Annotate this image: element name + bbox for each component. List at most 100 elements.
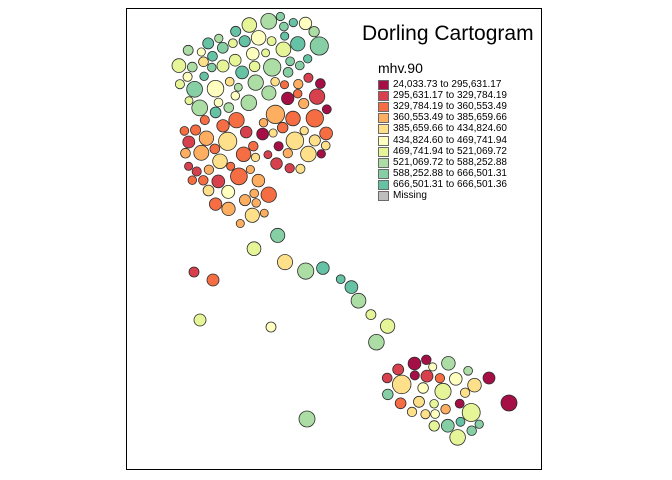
tract-circle [293,79,304,90]
tract-circle [184,161,194,171]
tract-circle [277,121,289,134]
tract-circle [288,18,298,28]
tract-circle [246,47,260,61]
tract-circle [379,318,396,334]
tract-circle [261,48,271,58]
tract-circle [207,62,217,73]
tract-circle [224,76,235,87]
legend-swatch [378,113,389,124]
legend-item: Missing [378,191,507,202]
tract-circle [206,273,220,287]
tract-circle [440,404,451,415]
tract-circle [421,354,432,366]
tract-circle [420,369,434,383]
tract-circle [235,218,245,228]
tract-circle [245,164,255,174]
tract-circle [187,61,198,73]
tract-circle [295,163,306,174]
tract-circle [409,370,420,381]
tract-circle [284,163,295,174]
legend-item: 666,501.31 to 666,501.36 [378,180,507,191]
tract-circle [449,372,463,386]
tract-circle [428,362,438,372]
legend-items: 24,033.73 to 295,631.17 295,631.17 to 329… [378,79,507,202]
legend-title: mhv.90 [378,60,423,76]
legend-item: 588,252.88 to 666,501.31 [378,169,507,180]
tract-circle [230,167,248,186]
map-title: Dorling Cartogram [362,22,534,45]
tract-circle [270,76,280,87]
tract-circle [273,141,284,152]
tract-circle [293,88,303,99]
legend-swatch [378,79,389,90]
tract-circle [214,33,224,44]
tract-circle [191,99,209,117]
tract-circle [300,145,317,163]
tract-circle [248,60,261,73]
legend-label: 588,252.88 to 666,501.31 [393,168,507,180]
tract-circle [207,50,218,62]
tract-circle [258,117,269,128]
tract-circle [251,198,261,208]
tract-circle [467,378,482,393]
tract-circle [199,115,210,126]
tract-circle [191,166,202,177]
tract-circle [303,54,313,64]
tract-circle [233,82,243,92]
tract-circle [198,175,209,186]
tract-circle [275,11,285,22]
tract-circle [209,197,223,211]
tract-circle [209,143,221,155]
legend-swatch [378,124,389,135]
legend-label: 24,033.73 to 295,631.17 [393,78,502,90]
legend-swatch [378,191,389,202]
tract-circle [500,394,518,412]
tract-circle [240,94,258,112]
tract-circle [198,130,214,146]
legend-item: 521,069.72 to 588,252.88 [378,157,507,168]
tract-circle [474,419,484,429]
tract-circle [305,109,324,128]
tract-circle [187,175,198,185]
legend-swatch [378,180,389,191]
legend-label: 295,631.17 to 329,784.19 [393,89,507,101]
tract-circle [211,174,226,189]
tract-circle [285,110,301,127]
tract-circle [174,79,185,90]
tract-circle [241,17,258,33]
tract-circle [282,67,294,78]
tract-circle [461,403,481,422]
tract-circle [368,334,385,351]
tract-circle [335,274,346,285]
tract-circle [350,292,367,309]
tract-circle [308,134,321,147]
tract-circle [230,25,242,37]
tract-circle [259,208,269,218]
tract-circle [406,406,418,417]
legend-swatch [378,169,389,180]
tract-circle [428,420,440,432]
tract-circle [308,88,326,105]
tract-circle [180,147,191,159]
tract-circle [308,26,320,38]
tract-circle [213,97,224,108]
legend-label: 360,553.49 to 385,659.66 [393,112,507,124]
tract-circle [381,372,393,384]
tract-circle [226,161,236,171]
tract-circle [218,131,238,151]
legend-swatch [378,157,389,168]
tract-circle [228,112,245,129]
tract-circle [193,144,210,161]
tract-circle [238,35,251,48]
tract-circle [202,37,215,50]
tract-circle [290,36,306,52]
legend-label: 434,824.60 to 469,741.94 [393,134,507,146]
tract-circle [440,418,455,433]
tract-circle [250,30,267,46]
tract-circle [263,150,273,160]
legend: mhv.90 24,033.73 to 295,631.17 295,631.17… [378,60,507,202]
legend-label: 329,784.19 to 360,553.49 [393,100,507,112]
tract-circle [303,72,314,83]
tract-circle [285,131,305,151]
